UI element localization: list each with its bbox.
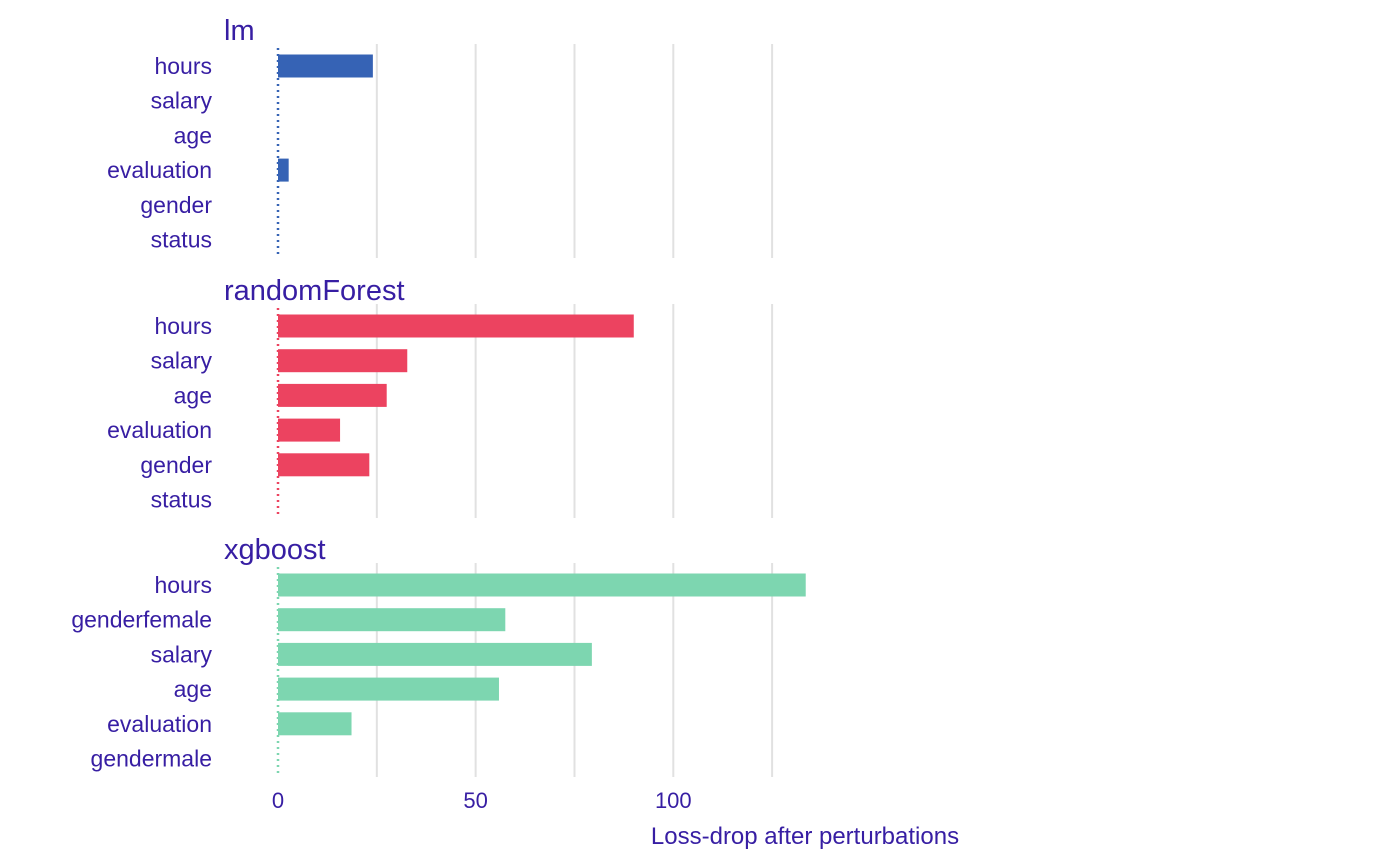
x-tick-label: 0 [272,788,284,813]
category-label: genderfemale [71,607,212,633]
bar [278,418,341,442]
category-label: evaluation [107,157,212,183]
x-tick-label: 100 [655,788,692,813]
bar [278,677,499,701]
category-label: gender [140,192,212,218]
grid-layer [375,44,774,777]
panel-title: xgboost [224,534,326,566]
bar [278,453,370,477]
category-label: salary [151,348,213,374]
category-label: age [174,122,212,148]
category-label: age [174,676,212,702]
panel-title: randomForest [224,275,405,307]
labels-layer: lmhourssalaryageevaluationgenderstatusra… [71,15,691,813]
category-label: status [151,487,212,513]
category-label: gendermale [91,746,212,772]
bar [278,349,408,373]
bar [278,642,592,666]
bar [278,573,806,597]
bar [278,314,634,338]
category-label: evaluation [107,711,212,737]
bar [278,158,289,182]
category-label: hours [154,313,212,339]
category-label: status [151,227,212,253]
category-label: salary [151,88,213,114]
bar [278,608,506,632]
x-tick-label: 50 [463,788,487,813]
category-label: hours [154,53,212,79]
category-label: age [174,382,212,408]
bar [278,54,373,78]
category-label: gender [140,452,212,478]
bar [278,712,352,736]
category-label: hours [154,572,212,598]
x-axis-title: Loss-drop after perturbations [651,823,959,850]
category-label: evaluation [107,417,212,443]
category-label: salary [151,641,213,667]
bars-layer [276,48,806,777]
panel-title: lm [224,15,255,47]
bar [278,383,387,407]
